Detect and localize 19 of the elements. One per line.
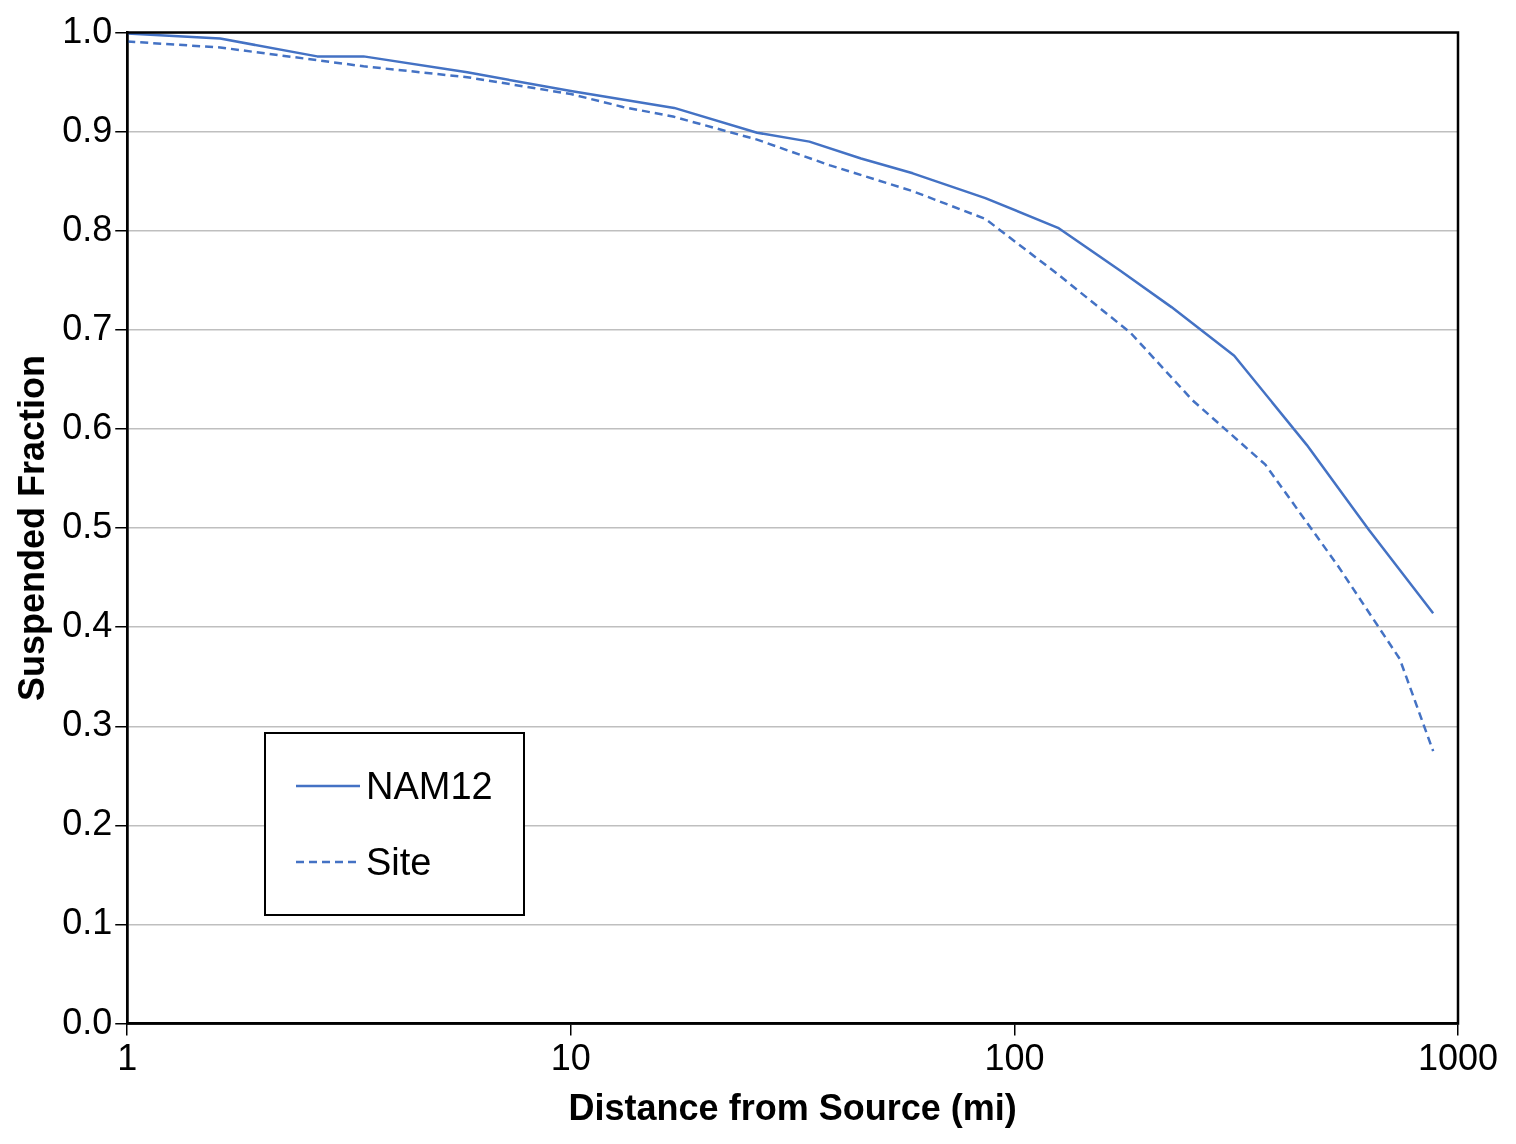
y-tick-label: 0.8 xyxy=(62,207,113,249)
y-tick-label: 0.7 xyxy=(62,306,113,348)
y-tick-label: 0.4 xyxy=(62,604,113,646)
y-tick-label: 0.0 xyxy=(62,1000,113,1042)
x-tick-label: 1 xyxy=(117,1037,138,1079)
y-tick-label: 0.3 xyxy=(62,703,113,745)
y-tick-label: 0.1 xyxy=(62,901,113,943)
x-axis-title: Distance from Source (mi) xyxy=(568,1087,1017,1129)
x-tick-label: 100 xyxy=(984,1037,1045,1079)
y-tick-label: 1.0 xyxy=(62,9,113,51)
x-tick-label: 10 xyxy=(550,1037,591,1079)
y-axis-title: Suspended Fraction xyxy=(10,355,52,702)
legend-label: Site xyxy=(366,840,432,885)
y-tick-label: 0.5 xyxy=(62,505,113,547)
y-tick-label: 0.2 xyxy=(62,802,113,844)
legend-label: NAM12 xyxy=(366,764,493,809)
x-tick-label: 1000 xyxy=(1417,1037,1499,1079)
y-tick-label: 0.9 xyxy=(62,108,113,150)
y-tick-label: 0.6 xyxy=(62,405,113,447)
